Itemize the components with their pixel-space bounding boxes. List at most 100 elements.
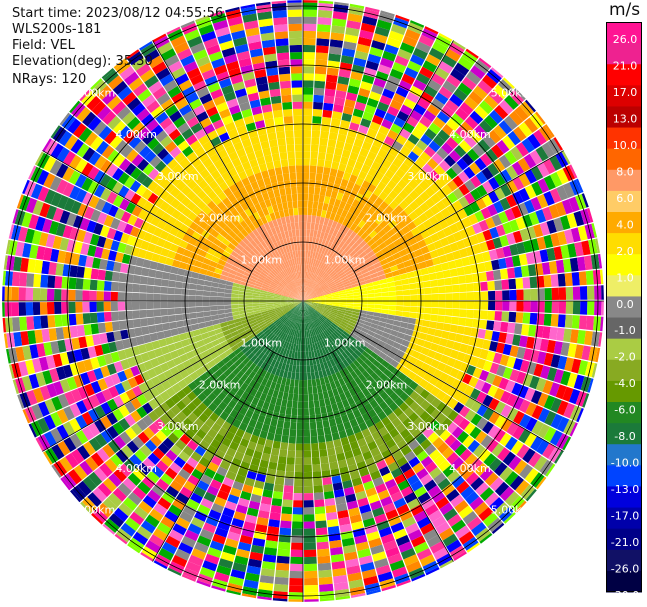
velocity-gate bbox=[160, 165, 172, 177]
velocity-gate bbox=[335, 496, 346, 505]
velocity-gate bbox=[499, 354, 510, 367]
velocity-gate bbox=[300, 316, 303, 324]
velocity-gate bbox=[303, 295, 310, 301]
velocity-gate bbox=[209, 301, 217, 306]
velocity-gate bbox=[274, 306, 282, 311]
velocity-gate bbox=[413, 103, 427, 116]
velocity-gate bbox=[405, 328, 414, 336]
velocity-gate bbox=[381, 331, 390, 339]
velocity-gate bbox=[210, 136, 222, 147]
velocity-gate bbox=[392, 252, 401, 260]
velocity-gate bbox=[445, 308, 453, 316]
velocity-gate bbox=[53, 381, 64, 396]
velocity-gate bbox=[290, 343, 294, 351]
velocity-gate bbox=[304, 296, 311, 301]
velocity-gate bbox=[310, 313, 316, 321]
velocity-gate bbox=[239, 343, 248, 351]
velocity-gate bbox=[62, 166, 75, 182]
velocity-gate bbox=[357, 261, 366, 269]
velocity-gate bbox=[303, 44, 316, 53]
velocity-gate bbox=[170, 187, 181, 198]
velocity-gate bbox=[512, 425, 525, 440]
velocity-gate bbox=[353, 225, 362, 234]
velocity-gate bbox=[533, 224, 544, 238]
velocity-gate bbox=[555, 259, 565, 274]
velocity-gate bbox=[380, 533, 395, 545]
velocity-gate bbox=[226, 337, 235, 345]
velocity-gate bbox=[439, 527, 454, 541]
velocity-gate bbox=[269, 261, 276, 269]
velocity-gate bbox=[452, 200, 464, 212]
velocity-gate bbox=[275, 329, 282, 337]
velocity-gate bbox=[222, 377, 232, 387]
velocity-gate bbox=[384, 396, 394, 407]
velocity-gate bbox=[219, 321, 228, 328]
velocity-gate bbox=[297, 344, 301, 352]
velocity-gate bbox=[139, 293, 147, 301]
velocity-gate bbox=[360, 231, 369, 240]
velocity-gate bbox=[457, 56, 474, 71]
velocity-gate bbox=[249, 99, 261, 109]
velocity-gate bbox=[299, 358, 303, 366]
velocity-gate bbox=[365, 60, 379, 71]
velocity-gate bbox=[446, 74, 461, 88]
velocity-gate bbox=[284, 309, 291, 315]
velocity-gate bbox=[462, 237, 473, 248]
velocity-gate bbox=[393, 497, 407, 509]
velocity-gate bbox=[297, 315, 300, 323]
velocity-gate bbox=[539, 249, 549, 263]
velocity-gate bbox=[280, 231, 286, 240]
velocity-gate bbox=[365, 457, 376, 468]
velocity-gate bbox=[258, 163, 268, 172]
velocity-gate bbox=[339, 361, 347, 370]
velocity-gate bbox=[106, 95, 122, 110]
velocity-gate bbox=[476, 417, 489, 430]
velocity-gate bbox=[267, 168, 276, 177]
velocity-gate bbox=[32, 200, 44, 216]
velocity-gate bbox=[346, 500, 359, 510]
velocity-gate bbox=[32, 387, 45, 403]
velocity-gate bbox=[322, 286, 330, 291]
velocity-gate bbox=[219, 254, 229, 262]
velocity-gate bbox=[50, 248, 60, 263]
velocity-gate bbox=[408, 456, 421, 468]
velocity-gate bbox=[289, 429, 297, 437]
velocity-gate bbox=[106, 412, 118, 425]
velocity-gate bbox=[389, 233, 399, 243]
velocity-gate bbox=[175, 281, 183, 289]
velocity-gate bbox=[189, 371, 199, 381]
velocity-gate bbox=[315, 520, 327, 529]
velocity-gate bbox=[64, 134, 78, 150]
velocity-gate bbox=[299, 372, 303, 381]
velocity-gate bbox=[493, 124, 507, 139]
velocity-gate bbox=[39, 288, 48, 301]
velocity-gate bbox=[22, 179, 30, 194]
velocity-gate bbox=[412, 217, 423, 227]
velocity-gate bbox=[112, 408, 124, 422]
velocity-gate bbox=[209, 305, 218, 311]
velocity-gate bbox=[205, 342, 214, 350]
velocity-gate bbox=[56, 147, 70, 163]
velocity-gate bbox=[305, 344, 309, 352]
velocity-gate bbox=[304, 301, 311, 305]
velocity-gate bbox=[288, 386, 294, 394]
velocity-gate bbox=[296, 286, 300, 294]
velocity-gate bbox=[515, 277, 524, 289]
velocity-gate bbox=[160, 294, 168, 301]
velocity-gate bbox=[412, 173, 424, 185]
velocity-gate bbox=[297, 279, 300, 287]
velocity-gate bbox=[288, 303, 296, 306]
velocity-gate bbox=[157, 41, 173, 55]
velocity-gate bbox=[570, 329, 579, 344]
velocity-gate bbox=[227, 494, 240, 505]
velocity-gate bbox=[420, 399, 431, 411]
velocity-gate bbox=[426, 365, 437, 376]
velocity-gate bbox=[229, 441, 240, 451]
velocity-gate bbox=[280, 324, 286, 331]
velocity-gate bbox=[292, 393, 299, 402]
velocity-gate bbox=[372, 33, 388, 44]
velocity-gate bbox=[280, 216, 287, 225]
velocity-gate bbox=[272, 327, 279, 334]
velocity-gate bbox=[304, 286, 307, 293]
velocity-gate bbox=[308, 193, 314, 202]
